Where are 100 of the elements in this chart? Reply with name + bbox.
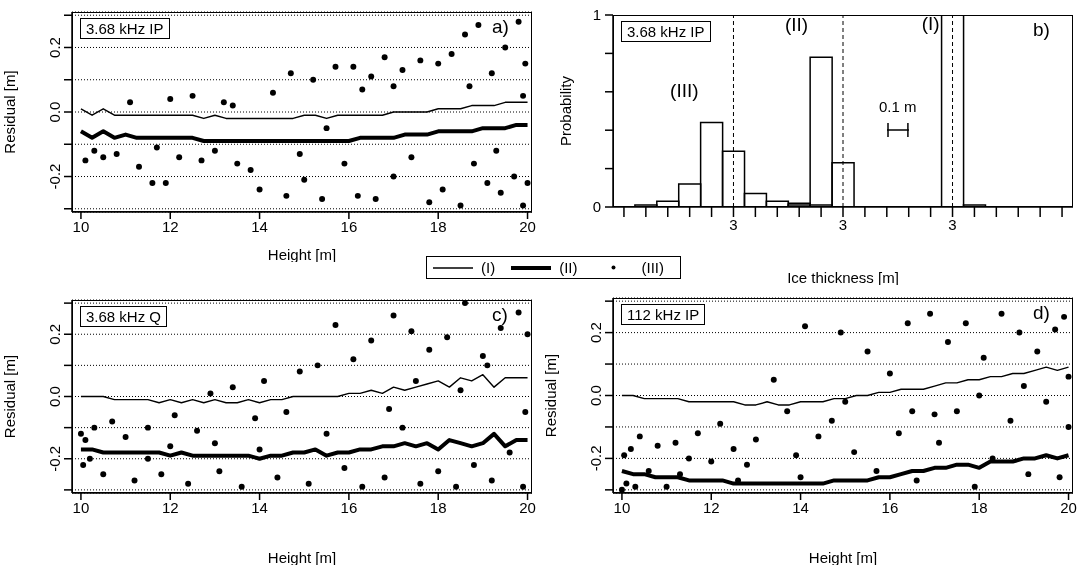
point <box>86 455 93 462</box>
x-tick-label: 18 <box>429 217 447 235</box>
point <box>1034 348 1041 355</box>
x-tick-label: 16 <box>340 498 358 516</box>
point <box>247 167 254 174</box>
point <box>998 310 1005 317</box>
point <box>971 483 978 490</box>
point <box>470 160 477 167</box>
point <box>522 409 529 416</box>
point <box>484 179 491 186</box>
point <box>842 398 849 405</box>
point <box>627 445 634 452</box>
point <box>176 154 183 161</box>
point <box>864 348 871 355</box>
point <box>453 483 460 490</box>
point <box>368 73 375 80</box>
point <box>621 452 628 459</box>
point <box>323 125 330 132</box>
point <box>837 329 844 336</box>
point <box>962 320 969 327</box>
x-tick-label: 14 <box>251 498 268 516</box>
y-tick-label: 1 <box>592 6 601 23</box>
point <box>211 440 218 447</box>
point <box>448 50 455 57</box>
point <box>524 179 531 186</box>
point <box>457 387 464 394</box>
point <box>1007 417 1014 424</box>
point <box>426 199 433 206</box>
y-tick-label: 0.2 <box>46 37 63 58</box>
point <box>319 196 326 203</box>
x-tick-label: 14 <box>251 217 268 235</box>
point <box>886 370 893 377</box>
point <box>408 154 415 161</box>
point <box>77 430 84 437</box>
point <box>144 455 151 462</box>
point <box>484 362 491 369</box>
point <box>412 377 419 384</box>
point <box>632 483 639 490</box>
point <box>100 471 107 478</box>
point <box>332 321 339 328</box>
y-tick-label: -0.2 <box>587 445 604 472</box>
point <box>730 445 737 452</box>
point <box>359 483 366 490</box>
point <box>91 424 98 431</box>
point <box>256 446 263 453</box>
point <box>314 362 321 369</box>
point <box>171 412 178 419</box>
point <box>283 192 290 199</box>
x-tick-label: 3 <box>838 215 848 233</box>
point <box>497 325 504 331</box>
point <box>488 70 495 77</box>
point <box>305 480 312 487</box>
point <box>91 147 98 154</box>
point <box>784 408 791 415</box>
point <box>694 430 701 437</box>
series-label: (II) <box>784 14 809 37</box>
point <box>269 89 276 96</box>
text: 3.68 kHz IP <box>80 18 170 39</box>
point <box>368 337 375 344</box>
point <box>386 405 393 412</box>
point <box>470 462 477 468</box>
point <box>149 179 156 186</box>
point <box>350 356 357 363</box>
legend-label: (I) <box>481 259 496 276</box>
point <box>301 176 308 183</box>
text: 3.68 kHz IP <box>621 21 711 42</box>
point <box>797 474 804 481</box>
point <box>131 477 138 484</box>
point <box>488 477 495 484</box>
point <box>185 480 192 487</box>
y-axis-title: Residual [m] <box>542 353 560 438</box>
x-tick-label: 10 <box>72 217 90 235</box>
x-tick-label: 20 <box>1060 498 1077 516</box>
point <box>399 424 406 431</box>
point <box>252 415 259 422</box>
point <box>708 458 715 465</box>
point <box>122 433 129 440</box>
annotation: b) <box>1033 19 1050 41</box>
point <box>435 60 442 67</box>
point <box>953 408 960 415</box>
point <box>417 480 424 487</box>
point <box>323 430 330 437</box>
point <box>381 54 388 61</box>
point <box>350 63 357 70</box>
point <box>522 60 529 67</box>
line-series <box>619 453 1071 486</box>
point <box>520 92 527 99</box>
point <box>976 392 983 399</box>
point <box>1043 398 1050 405</box>
point <box>274 474 281 481</box>
point <box>457 202 464 209</box>
point <box>466 83 473 90</box>
point <box>744 461 750 468</box>
point <box>980 354 987 361</box>
x-tick-label: 16 <box>881 498 899 516</box>
point <box>851 449 858 456</box>
x-tick-label: 12 <box>161 217 179 235</box>
point <box>332 63 339 70</box>
point <box>927 310 934 317</box>
point <box>113 150 120 157</box>
